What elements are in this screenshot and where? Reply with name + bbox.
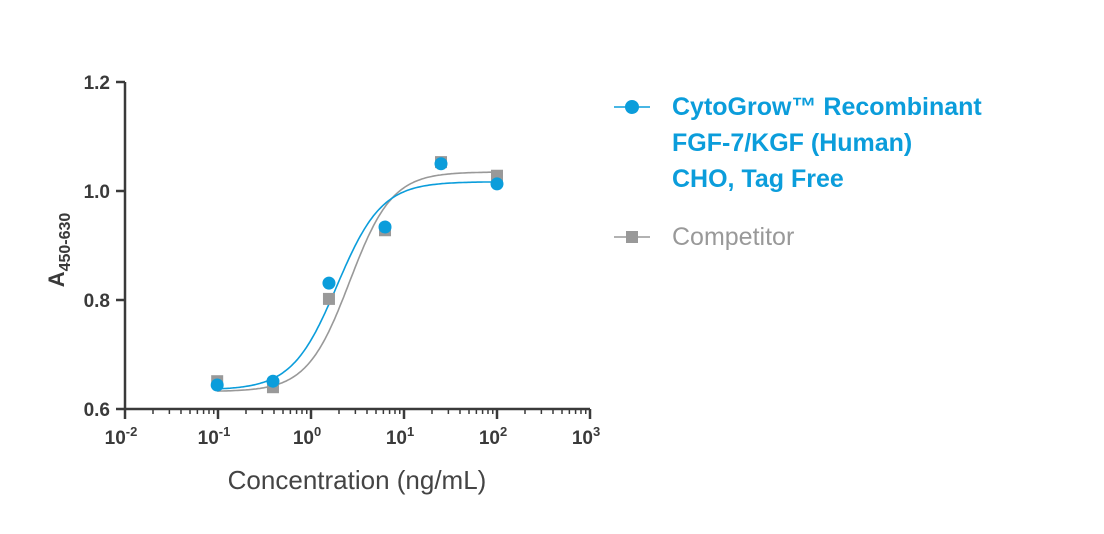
legend-label-line: Competitor <box>672 223 795 251</box>
data-point-circle <box>210 378 224 392</box>
y-tick-label: 1.0 <box>84 182 110 203</box>
legend-item: Competitor <box>612 219 794 255</box>
y-tick-label: 0.6 <box>84 400 110 421</box>
y-tick-label: 0.8 <box>84 291 110 312</box>
x-tick-label: 103 <box>572 424 600 449</box>
axes: 0.6 0.8 1.0 1.2 10-2 10-1 100 101 102 103 <box>84 73 601 449</box>
x-axis-label: Concentration (ng/mL) <box>228 465 487 495</box>
data-point-circle <box>490 177 504 191</box>
legend-square-marker-icon <box>614 231 650 243</box>
data-point-circle <box>378 220 392 234</box>
y-axis-label: A450-630 <box>44 213 74 288</box>
x-tick-label: 10-1 <box>198 424 231 449</box>
data-point-square <box>322 292 335 305</box>
data-points <box>210 156 504 394</box>
data-point-circle <box>266 374 280 388</box>
fit-curves <box>217 171 497 392</box>
legend-label-line: CytoGrow™ Recombinant <box>672 93 982 121</box>
x-tick-label: 100 <box>293 424 321 449</box>
x-tick-label: 10-2 <box>105 424 138 449</box>
fit-curve <box>217 171 497 392</box>
legend-item: CytoGrow™ Recombinant FGF-7/KGF (Human) CH… <box>612 89 982 197</box>
y-tick-label: 1.2 <box>84 73 110 94</box>
x-tick-label: 101 <box>386 424 414 449</box>
legend-label-line: FGF-7/KGF (Human) <box>672 129 913 157</box>
legend-circle-marker-icon <box>614 100 650 114</box>
legend-label-line: CHO, Tag Free <box>672 165 844 193</box>
x-tick-label: 102 <box>479 424 507 449</box>
data-point-circle <box>322 276 336 290</box>
fit-curve <box>217 181 497 390</box>
data-point-circle <box>434 157 448 171</box>
